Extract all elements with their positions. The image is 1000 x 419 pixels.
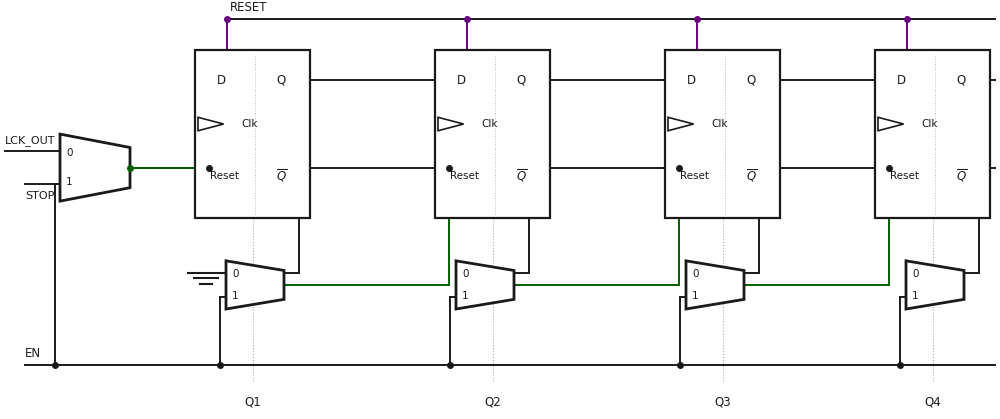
Text: 1: 1: [912, 290, 919, 300]
Text: $\overline{Q}$: $\overline{Q}$: [746, 168, 757, 184]
Polygon shape: [456, 261, 514, 309]
Text: 0: 0: [232, 269, 239, 279]
Text: $\overline{Q}$: $\overline{Q}$: [276, 168, 287, 184]
Bar: [875, 50, 990, 218]
Text: Clk: Clk: [921, 119, 938, 129]
Text: D: D: [687, 74, 696, 87]
Text: 0: 0: [912, 269, 918, 279]
Text: Q: Q: [277, 74, 286, 87]
Text: 1: 1: [232, 290, 239, 300]
Polygon shape: [60, 134, 130, 201]
Text: 0: 0: [692, 269, 698, 279]
Text: Reset: Reset: [680, 171, 709, 181]
Bar: [665, 50, 780, 218]
Text: STOP: STOP: [25, 191, 54, 201]
Text: Q: Q: [517, 74, 526, 87]
Text: Reset: Reset: [890, 171, 919, 181]
Text: Q: Q: [747, 74, 756, 87]
Text: 0: 0: [462, 269, 468, 279]
Text: EN: EN: [25, 347, 41, 360]
Bar: [435, 50, 550, 218]
Text: $\overline{Q}$: $\overline{Q}$: [516, 168, 527, 184]
Text: 1: 1: [692, 290, 699, 300]
Text: RESET: RESET: [230, 1, 267, 14]
Polygon shape: [198, 117, 224, 131]
Text: D: D: [217, 74, 226, 87]
Text: 1: 1: [462, 290, 469, 300]
Text: Clk: Clk: [711, 119, 728, 129]
Text: Q2: Q2: [484, 396, 501, 409]
Text: Q3: Q3: [714, 396, 731, 409]
Polygon shape: [686, 261, 744, 309]
Polygon shape: [438, 117, 464, 131]
Bar: [195, 50, 310, 218]
Text: $\overline{Q}$: $\overline{Q}$: [956, 168, 967, 184]
Text: LCK_OUT: LCK_OUT: [5, 135, 56, 146]
Text: Reset: Reset: [210, 171, 239, 181]
Text: Q1: Q1: [244, 396, 261, 409]
Polygon shape: [906, 261, 964, 309]
Text: Q4: Q4: [924, 396, 941, 409]
Text: D: D: [457, 74, 466, 87]
Text: Clk: Clk: [481, 119, 498, 129]
Text: Q: Q: [957, 74, 966, 87]
Text: Clk: Clk: [241, 119, 258, 129]
Polygon shape: [668, 117, 694, 131]
Text: 1: 1: [66, 177, 73, 187]
Text: D: D: [897, 74, 906, 87]
Text: 0: 0: [66, 148, 72, 158]
Polygon shape: [226, 261, 284, 309]
Text: Reset: Reset: [450, 171, 479, 181]
Polygon shape: [878, 117, 904, 131]
